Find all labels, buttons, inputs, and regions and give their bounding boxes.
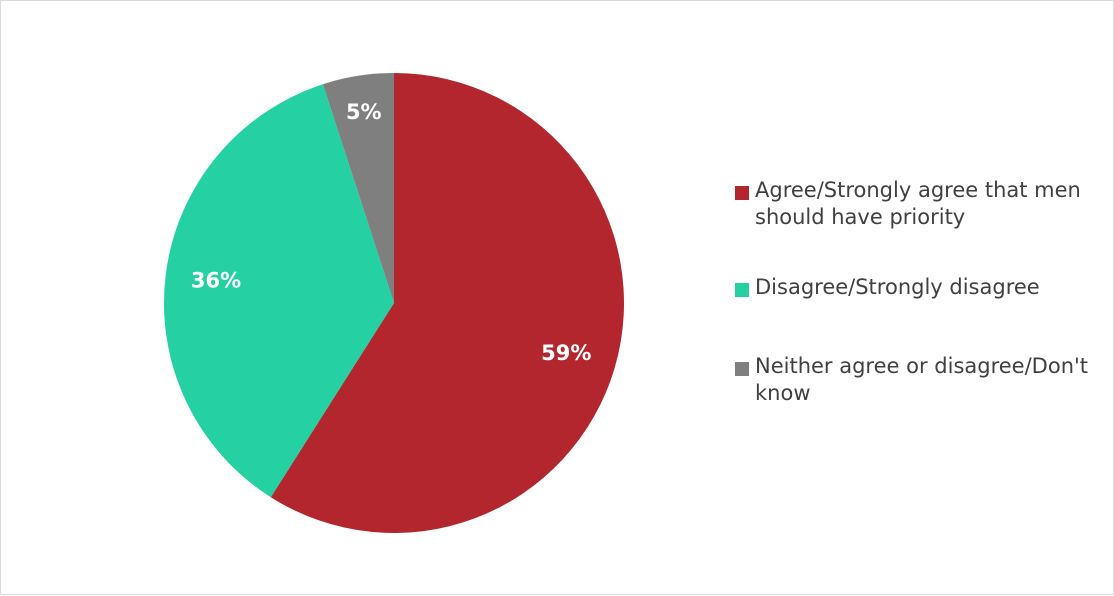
legend-swatch-neither: [735, 362, 749, 376]
pie-slice-agree: [270, 73, 624, 533]
legend-label-neither: Neither agree or disagree/Don't know: [755, 354, 1089, 405]
legend-swatch-agree: [735, 186, 749, 200]
pie-label-agree: 59%: [541, 341, 591, 365]
legend: Agree/Strongly agree that men should hav…: [735, 177, 1109, 407]
legend-item-agree: Agree/Strongly agree that men should hav…: [735, 177, 1109, 231]
legend-label-agree: Agree/Strongly agree that men should hav…: [755, 178, 1081, 229]
legend-item-disagree: Disagree/Strongly disagree: [735, 274, 1109, 301]
legend-label-disagree: Disagree/Strongly disagree: [755, 275, 1040, 299]
pie-label-neither: 5%: [346, 100, 382, 124]
pie-label-disagree: 36%: [191, 269, 241, 293]
legend-item-neither: Neither agree or disagree/Don't know: [735, 353, 1109, 407]
pie-slice-disagree: [164, 84, 394, 498]
pie-slice-neither: [322, 73, 394, 303]
legend-swatch-disagree: [735, 283, 749, 297]
